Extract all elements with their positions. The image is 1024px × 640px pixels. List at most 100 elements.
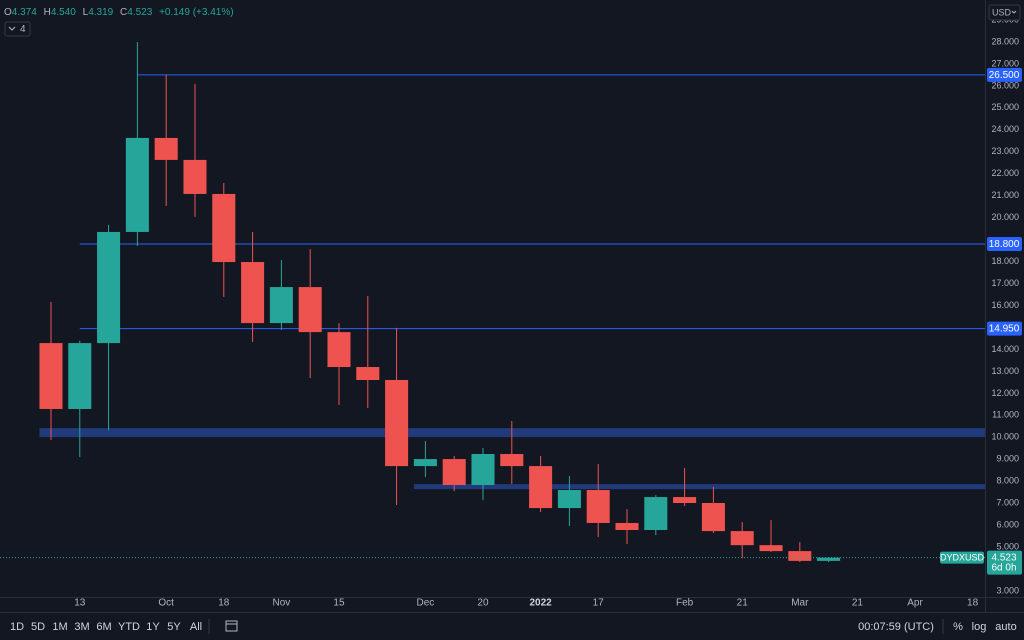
x-tick-label: 18 (967, 598, 979, 609)
zone (413, 484, 985, 490)
x-tick-label: Nov (272, 598, 290, 609)
candle-body (586, 490, 610, 523)
candle-body (327, 332, 351, 368)
range-button[interactable]: All (190, 621, 202, 633)
change: +0.149 (+3.41%) (159, 7, 234, 18)
candle-body (183, 159, 207, 194)
ohlc-label: H (44, 7, 51, 18)
y-tick-label: 26.000 (991, 80, 1019, 90)
indicator-count: 4 (20, 24, 26, 35)
x-tick-label: Mar (791, 598, 809, 609)
candle-body (385, 379, 409, 467)
y-tick-label: 23.000 (991, 146, 1019, 156)
scale-option[interactable]: auto (995, 621, 1016, 633)
level-tag (987, 237, 1022, 252)
currency-button[interactable]: USD (988, 4, 1021, 21)
y-tick-label: 7.000 (996, 498, 1019, 508)
y-tick-label: 17.000 (991, 278, 1019, 288)
range-button[interactable]: 3M (74, 621, 89, 633)
x-tick-label: Feb (676, 598, 694, 609)
level-tag-label: 14.950 (989, 324, 1020, 335)
axes: 29.00028.00027.00026.00025.00024.00023.0… (74, 14, 1022, 609)
candle-body (500, 454, 524, 467)
candle-body (68, 343, 92, 409)
range-button[interactable]: 5D (31, 621, 45, 633)
candle-body (557, 490, 581, 509)
symbol-label: DYDXUSD (940, 552, 985, 562)
clock: 00:07:59 (UTC) (858, 621, 934, 633)
currency-box[interactable] (988, 4, 1021, 21)
x-tick-label: 20 (477, 598, 489, 609)
y-tick-label: 6.000 (996, 520, 1019, 530)
y-tick-label: 5.000 (996, 542, 1019, 552)
candle-body (471, 454, 495, 485)
candle-body (212, 193, 236, 263)
ohlc-label: C (120, 7, 127, 18)
y-tick-label: 9.000 (996, 454, 1019, 464)
level-tag-label: 26.500 (989, 70, 1020, 81)
indicator-box[interactable] (4, 21, 31, 37)
ohlc-label: L (83, 7, 89, 18)
y-tick-label: 18.000 (991, 256, 1019, 266)
range-button[interactable]: 1Y (146, 621, 160, 633)
candle-body (788, 551, 812, 561)
scale-option[interactable]: % (953, 621, 963, 633)
toolbar: 1D 5D 1M 3M 6M YTD 1Y 5Y All 00:07:59 (UTC)% log au… (10, 619, 1017, 634)
candle-body (413, 459, 437, 467)
candle-body (817, 557, 841, 561)
x-tick-label: 2022 (529, 598, 552, 609)
range-button[interactable]: YTD (118, 621, 140, 633)
candle-body (759, 545, 783, 552)
scale-option[interactable]: log (972, 621, 987, 633)
candle-body (673, 497, 697, 503)
x-tick-label: 13 (74, 598, 86, 609)
chevron-icon (1011, 10, 1017, 14)
x-tick-label: 18 (218, 598, 230, 609)
y-tick-label: 21.000 (991, 190, 1019, 200)
plot-area (0, 41, 986, 563)
range-button[interactable]: 1M (52, 621, 67, 633)
candle-body (644, 497, 668, 531)
candle-body (241, 262, 265, 324)
candle-body (701, 502, 725, 532)
calendar-icon[interactable] (225, 620, 238, 632)
last-price-tag (987, 550, 1022, 575)
candle-body (39, 343, 63, 409)
ohlc-label: O (4, 7, 12, 18)
y-tick-label: 10.000 (991, 432, 1019, 442)
ohlc-value: 4.523 (127, 7, 152, 18)
y-tick-label: 14.000 (991, 344, 1019, 354)
y-tick-label: 11.000 (992, 410, 1019, 420)
candle-body (442, 459, 466, 485)
range-button[interactable]: 5Y (167, 621, 181, 633)
candle-body (529, 466, 553, 509)
x-tick-label: 21 (737, 598, 749, 609)
candle-body (269, 287, 293, 324)
goto-date-button[interactable] (225, 620, 238, 632)
y-tick-label: 25.000 (991, 102, 1019, 112)
y-tick-label: 20.000 (991, 212, 1019, 222)
indicator-toggle[interactable]: 4 (4, 21, 31, 37)
range-button[interactable]: 6M (96, 621, 111, 633)
x-tick-label: Oct (158, 598, 174, 609)
level-tag (987, 321, 1022, 336)
x-tick-label: Dec (416, 598, 434, 609)
range-button[interactable]: 1D (10, 621, 24, 633)
y-tick-label: 8.000 (996, 476, 1019, 486)
y-tick-label: 12.000 (991, 388, 1019, 398)
x-tick-label: 21 (852, 598, 864, 609)
y-tick-label: 28.000 (991, 36, 1019, 46)
candle-body (154, 137, 178, 160)
y-tick-label: 27.000 (991, 58, 1019, 68)
y-tick-label: 13.000 (991, 366, 1019, 376)
candle-body (730, 531, 754, 546)
candle-body (298, 287, 322, 333)
chevron-icon (8, 26, 16, 31)
symbol-tag (940, 551, 984, 564)
y-tick-label: 3.000 (996, 585, 1019, 595)
y-tick-label: 16.000 (991, 300, 1019, 310)
candle-body (125, 137, 149, 232)
level-tag (987, 67, 1022, 82)
